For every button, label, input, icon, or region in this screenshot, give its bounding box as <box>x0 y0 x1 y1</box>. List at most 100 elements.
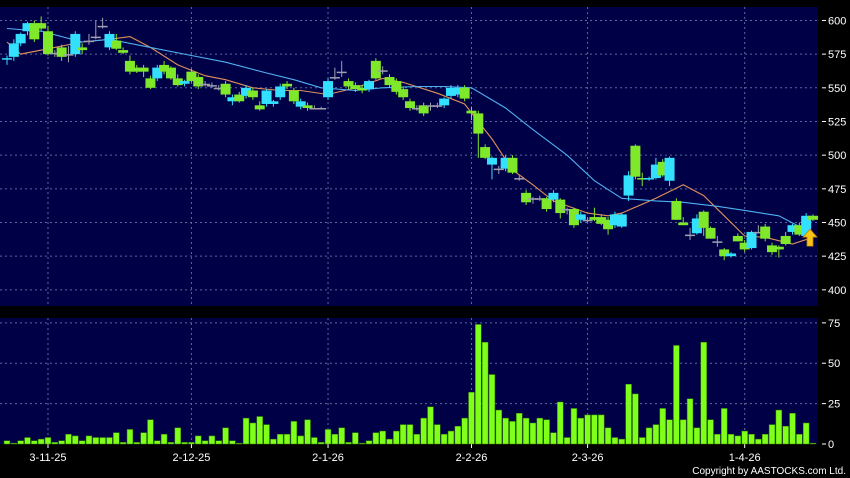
candle-body <box>172 78 183 86</box>
candle-body <box>726 253 737 257</box>
volume-bar <box>126 429 134 445</box>
candle-body <box>657 161 668 176</box>
candle-body <box>671 200 682 220</box>
candle-body <box>425 105 436 107</box>
price-axis-label: 475 <box>828 184 846 196</box>
candle-body <box>275 86 286 98</box>
candle-body <box>753 231 764 234</box>
volume-bar <box>201 440 209 445</box>
x-tick-label: 2-3-26 <box>572 452 604 464</box>
candle-body <box>691 218 702 234</box>
candle-body <box>466 110 477 114</box>
candle-body <box>445 87 456 96</box>
price-axis-label: 425 <box>828 251 846 263</box>
volume-bar <box>495 409 502 445</box>
volume-bar <box>618 438 625 445</box>
candle-body <box>760 226 771 239</box>
volume-bar <box>721 408 728 445</box>
candle-body <box>302 105 313 109</box>
candle-body <box>49 52 60 55</box>
candle-body <box>288 90 299 102</box>
volume-bar <box>447 430 455 445</box>
volume-bar <box>755 438 762 445</box>
candle-body <box>350 85 361 90</box>
volume-bar <box>10 442 17 445</box>
volume-axis-label: 75 <box>828 318 840 330</box>
candle-body <box>562 209 573 211</box>
candle-body <box>773 246 784 250</box>
price-axis-label: 450 <box>828 217 846 229</box>
volume-bar <box>598 414 605 445</box>
volume-bar <box>44 437 52 445</box>
x-tick-label: 2-12-25 <box>172 452 210 464</box>
volume-bar <box>461 417 468 445</box>
volume-bar <box>24 437 31 445</box>
volume-bar <box>58 440 65 445</box>
candle-body <box>780 235 791 245</box>
candle-body <box>254 105 265 110</box>
volume-bar <box>591 414 598 445</box>
volume-bar <box>222 427 229 445</box>
volume-bar <box>331 434 339 445</box>
volume-bar <box>195 435 202 445</box>
candle-body <box>15 33 26 44</box>
candle-body <box>452 87 463 95</box>
candle-body <box>268 101 279 104</box>
price-axis-label: 550 <box>828 83 846 95</box>
volume-bar <box>406 424 414 445</box>
volume-bar <box>37 438 45 445</box>
volume-bar <box>345 442 352 445</box>
volume-bar <box>516 413 523 445</box>
candle-body <box>568 209 579 226</box>
candle-body <box>432 105 443 107</box>
candle-body <box>500 157 511 169</box>
volume-bar <box>809 442 817 445</box>
candle-body <box>220 83 231 95</box>
candle-body <box>623 175 634 196</box>
candle-body <box>439 98 450 106</box>
volume-bar <box>686 398 694 445</box>
candle-body <box>343 81 354 87</box>
volume-bar <box>529 422 537 445</box>
volume-bar <box>99 437 106 445</box>
volume-bar <box>577 417 584 445</box>
volume-bar <box>488 374 496 445</box>
volume-bar <box>543 419 550 445</box>
volume-bar <box>65 434 72 445</box>
volume-bar <box>748 434 755 445</box>
volume-bar <box>379 430 386 445</box>
candle-body <box>459 87 470 99</box>
candle-body <box>8 43 19 57</box>
volume-bar <box>290 421 298 445</box>
candle-body <box>644 178 655 180</box>
volume-bar <box>229 440 236 445</box>
volume-bar <box>393 430 400 445</box>
candle-body <box>227 97 238 102</box>
candle-body <box>589 217 600 220</box>
candle-body <box>316 108 327 110</box>
volume-bar <box>106 437 113 445</box>
candle-body <box>486 157 497 165</box>
volume-bar <box>242 417 250 445</box>
candle-body <box>213 87 224 90</box>
volume-bar <box>400 424 407 445</box>
volume-bar <box>78 440 86 445</box>
volume-bar <box>263 424 270 445</box>
candle-body <box>329 77 340 79</box>
volume-bar <box>434 424 441 445</box>
candle-body <box>555 199 566 214</box>
candle-body <box>801 215 812 236</box>
candle-body <box>56 47 67 57</box>
candle-body <box>309 108 320 110</box>
candle-body <box>357 87 368 91</box>
volume-bar <box>270 438 277 445</box>
candle-body <box>234 94 245 102</box>
volume-bar <box>311 437 318 445</box>
candle-body <box>111 40 122 49</box>
volume-bar <box>611 437 619 445</box>
volume-bar <box>188 442 195 445</box>
volume-bar <box>17 440 24 445</box>
candle-body <box>630 145 641 177</box>
volume-bar <box>359 442 366 445</box>
volume-bar <box>481 341 489 445</box>
